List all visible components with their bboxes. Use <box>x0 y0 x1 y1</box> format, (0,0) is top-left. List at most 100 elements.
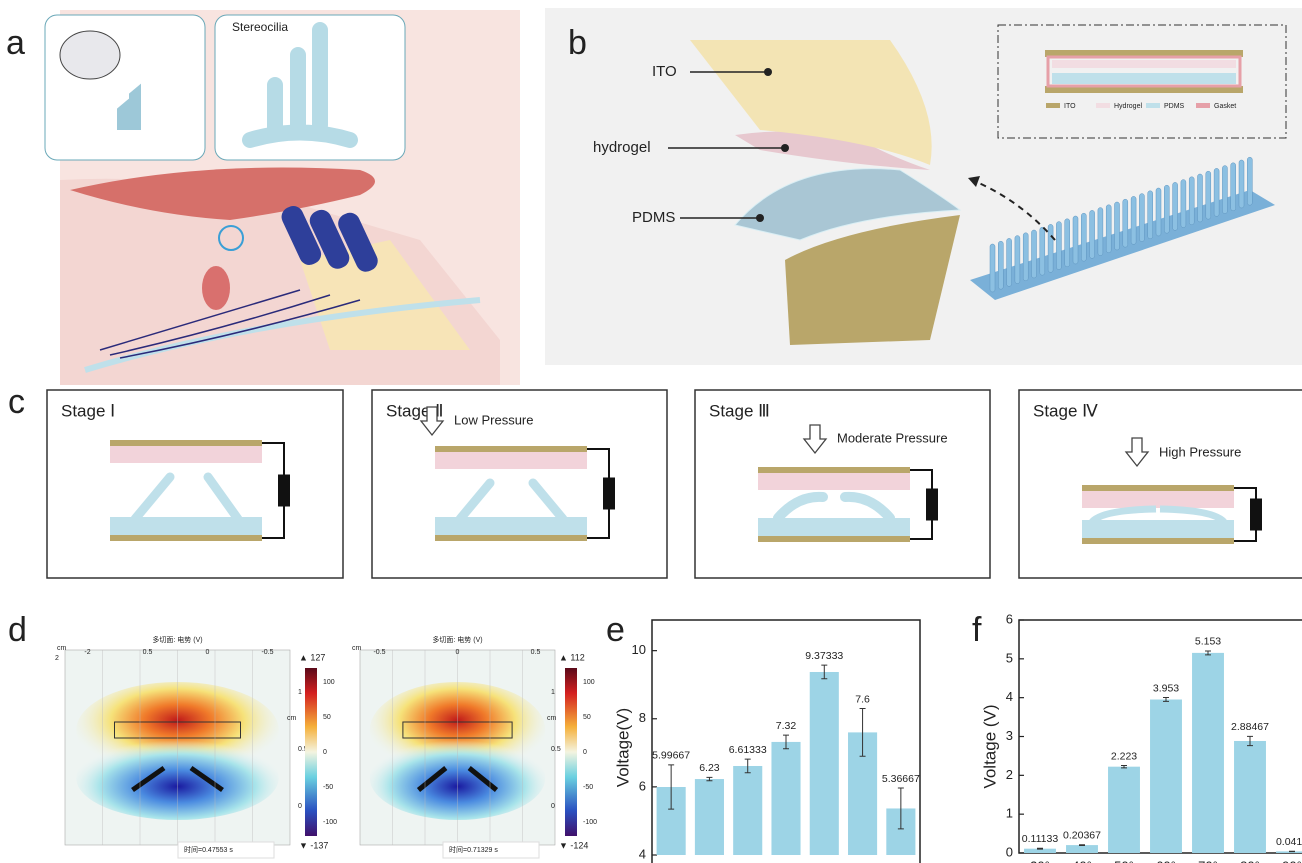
bar <box>1108 767 1140 853</box>
leader-dot <box>781 144 789 152</box>
pdms-base <box>110 517 262 535</box>
top-electrode <box>1082 485 1234 491</box>
value-label: 0.11133 <box>1022 833 1059 845</box>
pressure-label: Moderate Pressure <box>837 430 948 445</box>
side-tick: 1 <box>298 689 302 696</box>
layer-label: hydrogel <box>593 139 651 156</box>
bar <box>1066 845 1098 853</box>
bar <box>695 779 724 855</box>
pillar <box>1015 236 1020 284</box>
value-label: 5.153 <box>1195 636 1221 648</box>
inset-pdms <box>1052 73 1236 84</box>
panel-a: Stereocilia a <box>6 10 520 385</box>
pressure-label: High Pressure <box>1159 444 1241 459</box>
bar <box>733 766 762 855</box>
colorbar-unit: cm <box>287 715 297 722</box>
pillar <box>1098 208 1103 256</box>
colorbar-tick: -100 <box>583 819 597 826</box>
pillar <box>1090 210 1095 258</box>
pillar <box>1115 202 1120 250</box>
time-label: 时间=0.47553 s <box>184 845 233 854</box>
pdms-base <box>758 518 910 536</box>
value-label: 2.223 <box>1111 750 1137 762</box>
side-tick: 0 <box>551 803 555 810</box>
pillar <box>1056 222 1061 270</box>
hydrogel <box>110 446 262 463</box>
panel-d: d 多切面: 电势 (V)cm-20.50-0.5210.50▲ 127▼ -1… <box>8 611 597 858</box>
x-tick-label: 50° <box>1114 858 1134 863</box>
panel-c: c Stage ⅠStage ⅡLow PressureStage ⅢModer… <box>8 383 1302 578</box>
top-electrode <box>110 440 262 446</box>
x-tick-label: 70° <box>1198 858 1218 863</box>
colorbar <box>305 668 317 836</box>
stereocilia-label: Stereocilia <box>232 20 288 34</box>
y-tick-label: 0 <box>1006 844 1013 859</box>
inner-hair-cell <box>202 266 230 310</box>
top-tick: 0.5 <box>143 649 153 656</box>
legend-swatch <box>1196 103 1210 108</box>
pillar <box>1123 199 1128 247</box>
pillar <box>1007 238 1012 286</box>
error-bar <box>1121 766 1127 768</box>
x-tick-label: 80° <box>1240 858 1260 863</box>
resistor <box>1250 499 1262 531</box>
time-label: 时间=0.71329 s <box>449 845 498 854</box>
legend-label: PDMS <box>1164 103 1185 110</box>
value-label: 0.0413 <box>1276 836 1302 848</box>
colorbar-tick: -50 <box>583 784 593 791</box>
bottom-electrode <box>110 535 262 541</box>
resistor <box>926 489 938 521</box>
pillar <box>1106 205 1111 253</box>
pillar <box>1164 185 1169 233</box>
pillar <box>1214 168 1219 216</box>
top-tick: 0 <box>456 649 460 656</box>
value-label: 7.6 <box>855 693 870 705</box>
axis-title: 多切面: 电势 (V) <box>152 635 202 644</box>
value-label: 5.36667 <box>882 773 920 785</box>
x-tick-label: 40° <box>1072 858 1092 863</box>
hydrogel <box>435 452 587 469</box>
colorbar-tick: 50 <box>323 714 331 721</box>
pdms-base <box>1082 520 1234 538</box>
pillar <box>1048 224 1053 272</box>
colorbar-tick: 0 <box>583 749 587 756</box>
colorbar-max: ▲ 127 <box>299 652 325 662</box>
top-tick: -0.5 <box>261 649 273 656</box>
pillar <box>1239 160 1244 208</box>
colorbar-tick: 0 <box>323 749 327 756</box>
inset-hydrogel <box>1052 60 1236 68</box>
bar <box>1234 741 1266 853</box>
y-axis-label: Voltage(V) <box>613 708 632 787</box>
colorbar-min: ▼ -137 <box>299 840 328 850</box>
colorbar-tick: -50 <box>323 784 333 791</box>
unit-label: cm <box>57 645 67 652</box>
colorbar-max: ▲ 112 <box>559 652 585 662</box>
resistor <box>603 478 615 510</box>
panel-letter: f <box>972 611 982 649</box>
pillar <box>1139 194 1144 242</box>
panel-letter: d <box>8 611 27 649</box>
pillar <box>1081 213 1086 261</box>
value-label: 0.20367 <box>1063 829 1101 841</box>
hydrogel <box>758 473 910 490</box>
side-tick: 0.5 <box>551 746 561 753</box>
leader-dot <box>756 214 764 222</box>
colorbar-tick: 50 <box>583 714 591 721</box>
legend-label: Gasket <box>1214 103 1236 110</box>
colorbar-unit: cm <box>547 715 557 722</box>
bar <box>1192 653 1224 853</box>
bar <box>1150 699 1182 853</box>
pillar <box>1173 182 1178 230</box>
unit-label: cm <box>352 645 362 652</box>
value-label: 5.99667 <box>652 750 690 762</box>
pillar <box>990 244 995 292</box>
layer-label: PDMS <box>632 209 675 226</box>
resistor <box>278 475 290 507</box>
y-tick-label: 4 <box>639 846 646 861</box>
y-tick-label: 1 <box>1006 806 1013 821</box>
value-label: 7.32 <box>776 720 797 732</box>
value-label: 2.88467 <box>1231 721 1269 733</box>
pillar <box>1247 157 1252 205</box>
side-tick: 0 <box>298 803 302 810</box>
y-tick-label: 6 <box>639 778 646 793</box>
